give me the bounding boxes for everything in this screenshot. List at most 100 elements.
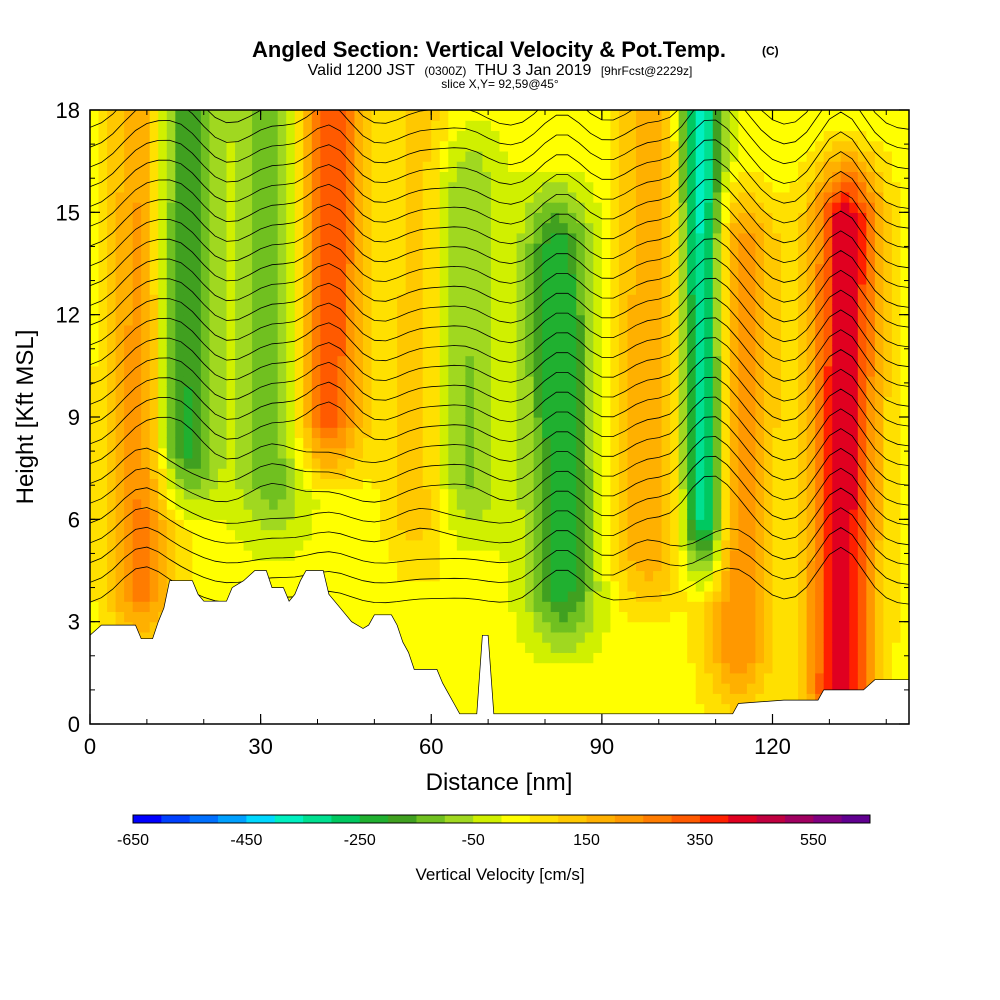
field-cell — [448, 396, 458, 408]
field-cell — [371, 120, 381, 132]
field-cell — [499, 447, 509, 459]
field-cell — [124, 560, 134, 572]
field-cell — [508, 314, 518, 326]
field-cell — [542, 283, 552, 295]
field-cell — [738, 447, 748, 459]
field-cell — [158, 355, 168, 367]
field-cell — [328, 529, 339, 541]
field-cell — [550, 314, 560, 326]
field-cell — [380, 396, 390, 408]
field-cell — [789, 202, 799, 213]
field-cell — [209, 345, 219, 357]
field-cell — [226, 406, 236, 418]
field-cell — [678, 611, 688, 623]
field-cell — [277, 478, 287, 490]
field-cell — [559, 457, 569, 469]
field-cell — [576, 283, 586, 295]
field-cell — [286, 457, 296, 469]
field-cell — [661, 662, 671, 674]
field-cell — [192, 539, 202, 551]
field-cell — [525, 693, 535, 705]
field-cell — [712, 468, 722, 479]
field-cell — [252, 120, 262, 132]
field-cell — [90, 355, 100, 367]
field-cell — [456, 294, 466, 306]
field-cell — [755, 672, 765, 684]
field-cell — [644, 703, 654, 715]
field-cell — [294, 386, 304, 398]
field-cell — [124, 232, 134, 244]
field-cell — [499, 427, 509, 439]
field-cell — [781, 376, 791, 387]
field-cell — [627, 232, 637, 244]
field-cell — [439, 468, 449, 479]
field-cell — [653, 191, 663, 203]
field-cell — [456, 140, 466, 152]
field-cell — [542, 631, 552, 643]
field-cell — [789, 652, 799, 664]
field-cell — [277, 273, 287, 285]
field-cell — [678, 683, 688, 694]
field-cell — [124, 294, 134, 306]
field-cell — [363, 202, 373, 213]
field-cell — [781, 294, 791, 306]
field-cell — [226, 355, 236, 367]
field-cell — [593, 652, 603, 664]
field-cell — [473, 672, 484, 684]
field-cell — [576, 560, 586, 572]
field-cell — [627, 478, 637, 490]
field-cell — [482, 590, 492, 602]
field-cell — [243, 417, 253, 428]
field-cell — [499, 509, 509, 520]
field-cell — [644, 447, 654, 459]
field-cell — [567, 212, 577, 224]
field-cell — [584, 314, 594, 326]
field-cell — [397, 283, 407, 295]
field-cell — [90, 273, 100, 285]
field-cell — [712, 652, 722, 664]
field-cell — [243, 570, 253, 582]
field-cell — [618, 222, 629, 234]
field-cell — [508, 304, 518, 316]
field-cell — [772, 396, 782, 408]
field-cell — [405, 550, 415, 561]
field-cell — [687, 130, 697, 142]
field-cell — [593, 314, 603, 326]
field-cell — [217, 396, 228, 408]
field-cell — [695, 304, 705, 316]
field-cell — [226, 253, 236, 265]
field-cell — [687, 273, 697, 285]
field-cell — [550, 457, 560, 469]
field-cell — [789, 529, 799, 541]
field-cell — [200, 570, 211, 582]
field-cell — [448, 693, 458, 705]
field-cell — [610, 611, 620, 623]
field-cell — [397, 539, 407, 551]
field-cell — [687, 396, 697, 408]
field-cell — [755, 345, 765, 357]
field-cell — [209, 263, 219, 275]
field-cell — [235, 120, 245, 132]
field-cell — [644, 161, 654, 172]
field-cell — [431, 417, 441, 428]
field-cell — [252, 365, 262, 377]
field-cell — [345, 437, 356, 449]
field-cell — [217, 130, 228, 142]
field-cell — [695, 202, 705, 213]
field-cell — [576, 110, 586, 121]
field-cell — [550, 488, 560, 500]
field-cell — [601, 365, 612, 377]
field-cell — [107, 417, 117, 428]
field-cell — [465, 550, 475, 561]
field-cell — [695, 580, 705, 592]
field-cell — [687, 171, 697, 183]
field-cell — [456, 253, 466, 265]
field-cell — [320, 232, 330, 244]
field-cell — [183, 509, 193, 520]
field-cell — [712, 683, 722, 694]
field-cell — [738, 130, 748, 142]
field-cell — [141, 324, 151, 336]
field-cell — [670, 150, 680, 162]
field-cell — [209, 488, 219, 500]
field-cell — [217, 232, 228, 244]
